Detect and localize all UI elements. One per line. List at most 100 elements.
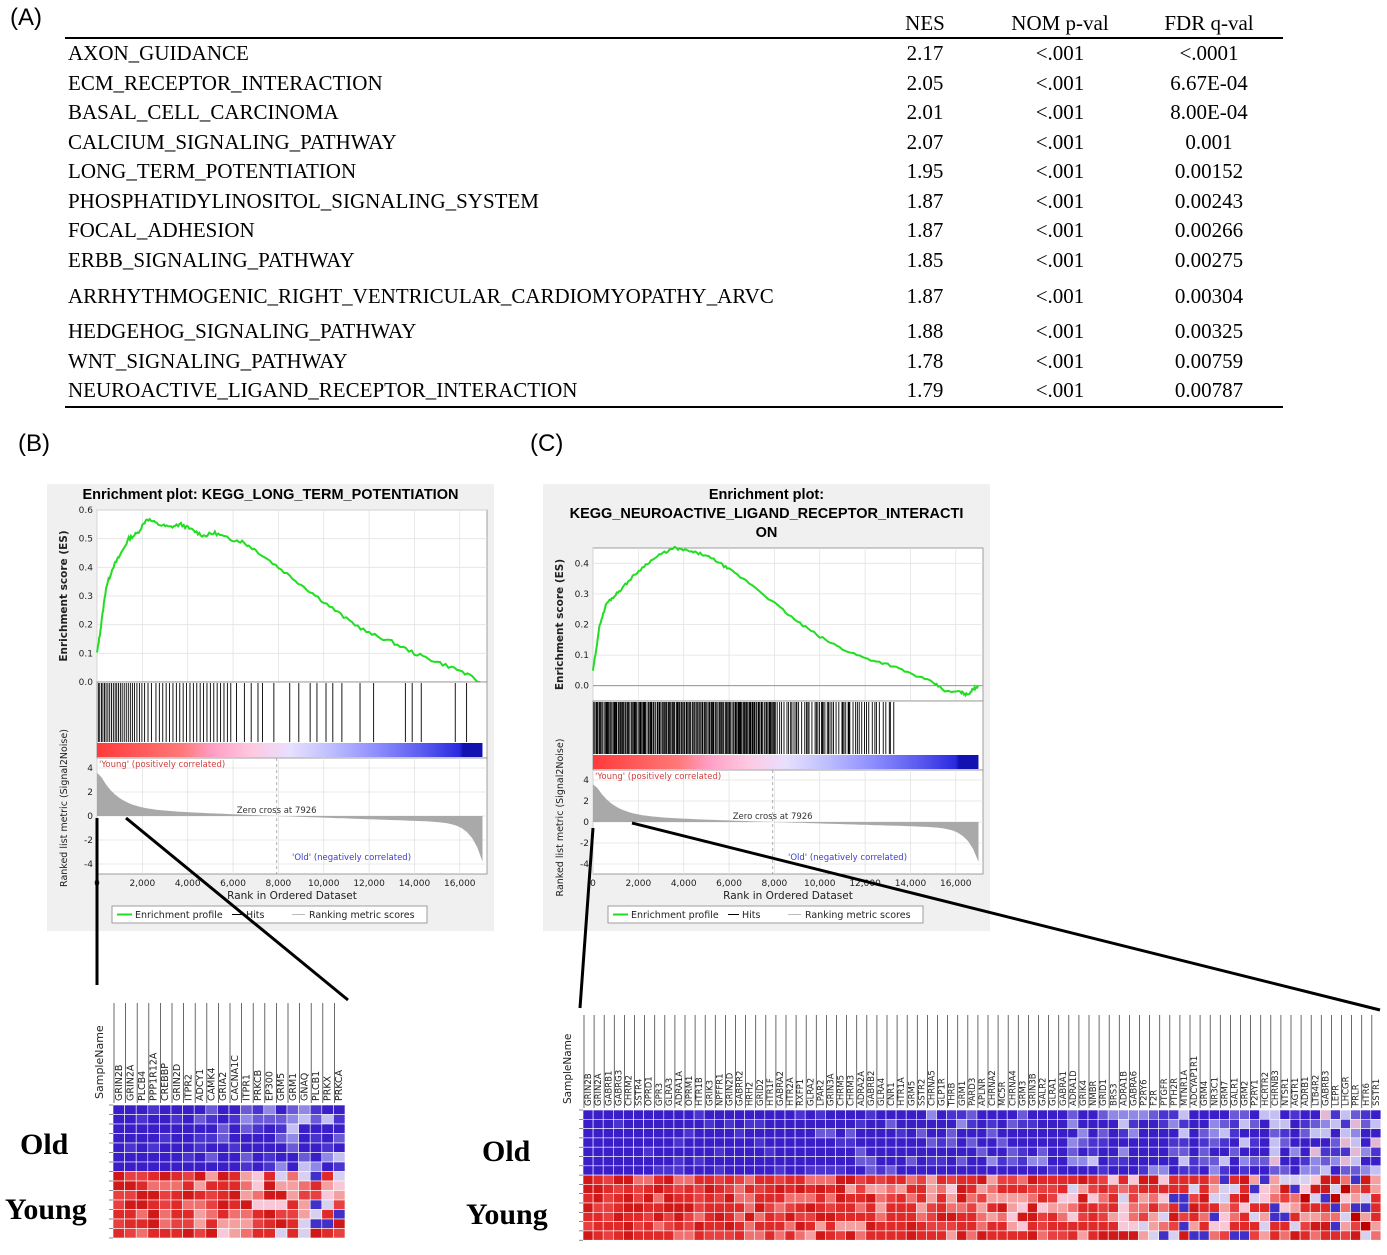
heatmap-cell (1309, 1174, 1321, 1185)
heatmap-cell (703, 1109, 715, 1120)
heatmap-cell (936, 1146, 947, 1157)
heatmap-cell (1158, 1156, 1170, 1167)
heatmap-cell (956, 1230, 968, 1241)
heatmap-cell (693, 1119, 705, 1129)
heatmap-cell (936, 1137, 947, 1148)
heatmap-cell (996, 1221, 1008, 1232)
heatmap-cell (926, 1109, 937, 1120)
heatmap-cell (613, 1156, 624, 1167)
x-axis-label: Rank in Ordered Dataset (723, 890, 853, 902)
heatmap-cell (251, 1199, 265, 1210)
heatmap-cell (147, 1199, 160, 1210)
heatmap-cell (1148, 1212, 1159, 1222)
nes-value: 1.79 (906, 378, 944, 403)
heatmap-cell (1107, 1212, 1119, 1222)
heatmap-cell (263, 1142, 276, 1153)
heatmap-cell (1319, 1109, 1331, 1120)
heatmap-cell (309, 1171, 323, 1182)
es-ytick-label: 0.1 (575, 651, 589, 661)
heatmap-cell (1229, 1109, 1240, 1120)
heatmap-cell (613, 1202, 624, 1213)
heatmap-cell (915, 1156, 927, 1167)
heatmap-gene-label: GRIN3A (826, 1073, 836, 1106)
heatmap-cell (905, 1174, 917, 1185)
heatmap-cell (1309, 1202, 1321, 1213)
heatmap-cell (895, 1146, 907, 1157)
heatmap-cell (703, 1119, 715, 1129)
heatmap-cell (1168, 1137, 1180, 1148)
heatmap-gene-label: GABRA2 (776, 1071, 786, 1106)
heatmap-cell (1178, 1202, 1190, 1213)
heatmap-cell (986, 1109, 998, 1120)
heatmap-cell (333, 1171, 346, 1182)
metric-ytick-label: 4 (583, 776, 589, 786)
heatmap-cell (298, 1190, 311, 1201)
heatmap-cell (693, 1109, 705, 1120)
heatmap-cell (217, 1152, 230, 1163)
heatmap-cell (321, 1180, 334, 1191)
heatmap-cell (1168, 1212, 1180, 1222)
heatmap-cell (1299, 1202, 1311, 1213)
heatmap-cell (1198, 1146, 1210, 1157)
es-ytick-label: 0.6 (79, 506, 94, 516)
heatmap-cell (170, 1228, 183, 1239)
heatmap-cell (1279, 1230, 1291, 1241)
heatmap-cell (135, 1190, 149, 1201)
heatmap-cell (915, 1230, 927, 1241)
plot-title-line: Enrichment plot: (708, 487, 825, 503)
table-row: ERBB_SIGNALING_PATHWAY 1.85 <.001 0.00275 (65, 246, 1283, 276)
heatmap-cell (915, 1119, 927, 1129)
heatmap-cell (251, 1142, 265, 1153)
heatmap-cell (1249, 1128, 1260, 1139)
heatmap-gene-label: GRM5 (276, 1073, 287, 1101)
heatmap-cell (905, 1202, 917, 1213)
heatmap-cell (764, 1156, 776, 1167)
heatmap-cell (159, 1190, 172, 1201)
heatmap-cell (754, 1109, 766, 1120)
heatmap-cell (1299, 1156, 1311, 1167)
heatmap-cell (663, 1128, 675, 1139)
es-y-axis-label: Enrichment score (ES) (58, 530, 70, 661)
heatmap-cell (926, 1119, 937, 1129)
heatmap-cell (754, 1156, 766, 1167)
heatmap-gene-label: LHCGR (1342, 1076, 1352, 1106)
heatmap-cell (754, 1212, 766, 1222)
heatmap-cell (1158, 1212, 1170, 1222)
heatmap-cell (1239, 1128, 1250, 1139)
heatmap-cell (1279, 1119, 1291, 1129)
heatmap-gene-label: CNR1 (887, 1082, 897, 1106)
heatmap-cell (1138, 1119, 1149, 1129)
heatmap-cell (159, 1209, 172, 1220)
heatmap-cell (1148, 1109, 1159, 1120)
heatmap-cell (1057, 1202, 1069, 1213)
heatmap-cell (683, 1202, 695, 1213)
table-body: AXON_GUIDANCE 2.17 <.001 <.0001 ECM_RECEPTOR… (65, 38, 1283, 407)
nes-value: 1.87 (906, 188, 944, 213)
heatmap-cell (1057, 1137, 1069, 1148)
heatmap-cell (275, 1133, 288, 1144)
heatmap-cell (794, 1221, 806, 1232)
heatmap-cell (135, 1161, 149, 1172)
heatmap-cell (1208, 1137, 1220, 1148)
heatmap-cell (1340, 1221, 1351, 1232)
heatmap-cell (1350, 1174, 1361, 1185)
heatmap-cell (1077, 1109, 1089, 1120)
heatmap-cell (633, 1165, 644, 1176)
heatmap-cell (1016, 1119, 1028, 1129)
heatmap-cell (1188, 1165, 1200, 1176)
heatmap-cell (170, 1152, 183, 1163)
heatmap-cell (724, 1174, 735, 1185)
heatmap-cell (205, 1161, 218, 1172)
heatmap-cell (915, 1146, 927, 1157)
heatmap-cell (794, 1184, 806, 1194)
heatmap-cell (1027, 1146, 1038, 1157)
heatmap-cell (240, 1190, 253, 1201)
enrichment-profile-line (96, 517, 481, 683)
heatmap-cell (1229, 1230, 1240, 1241)
heatmap-cell (321, 1218, 334, 1229)
heatmap-cell (592, 1184, 604, 1194)
gene-set-name: ERBB_SIGNALING_PATHWAY (68, 247, 355, 272)
heatmap-cell (946, 1109, 958, 1120)
heatmap-cell (956, 1174, 968, 1185)
heatmap-cell (1208, 1221, 1220, 1232)
